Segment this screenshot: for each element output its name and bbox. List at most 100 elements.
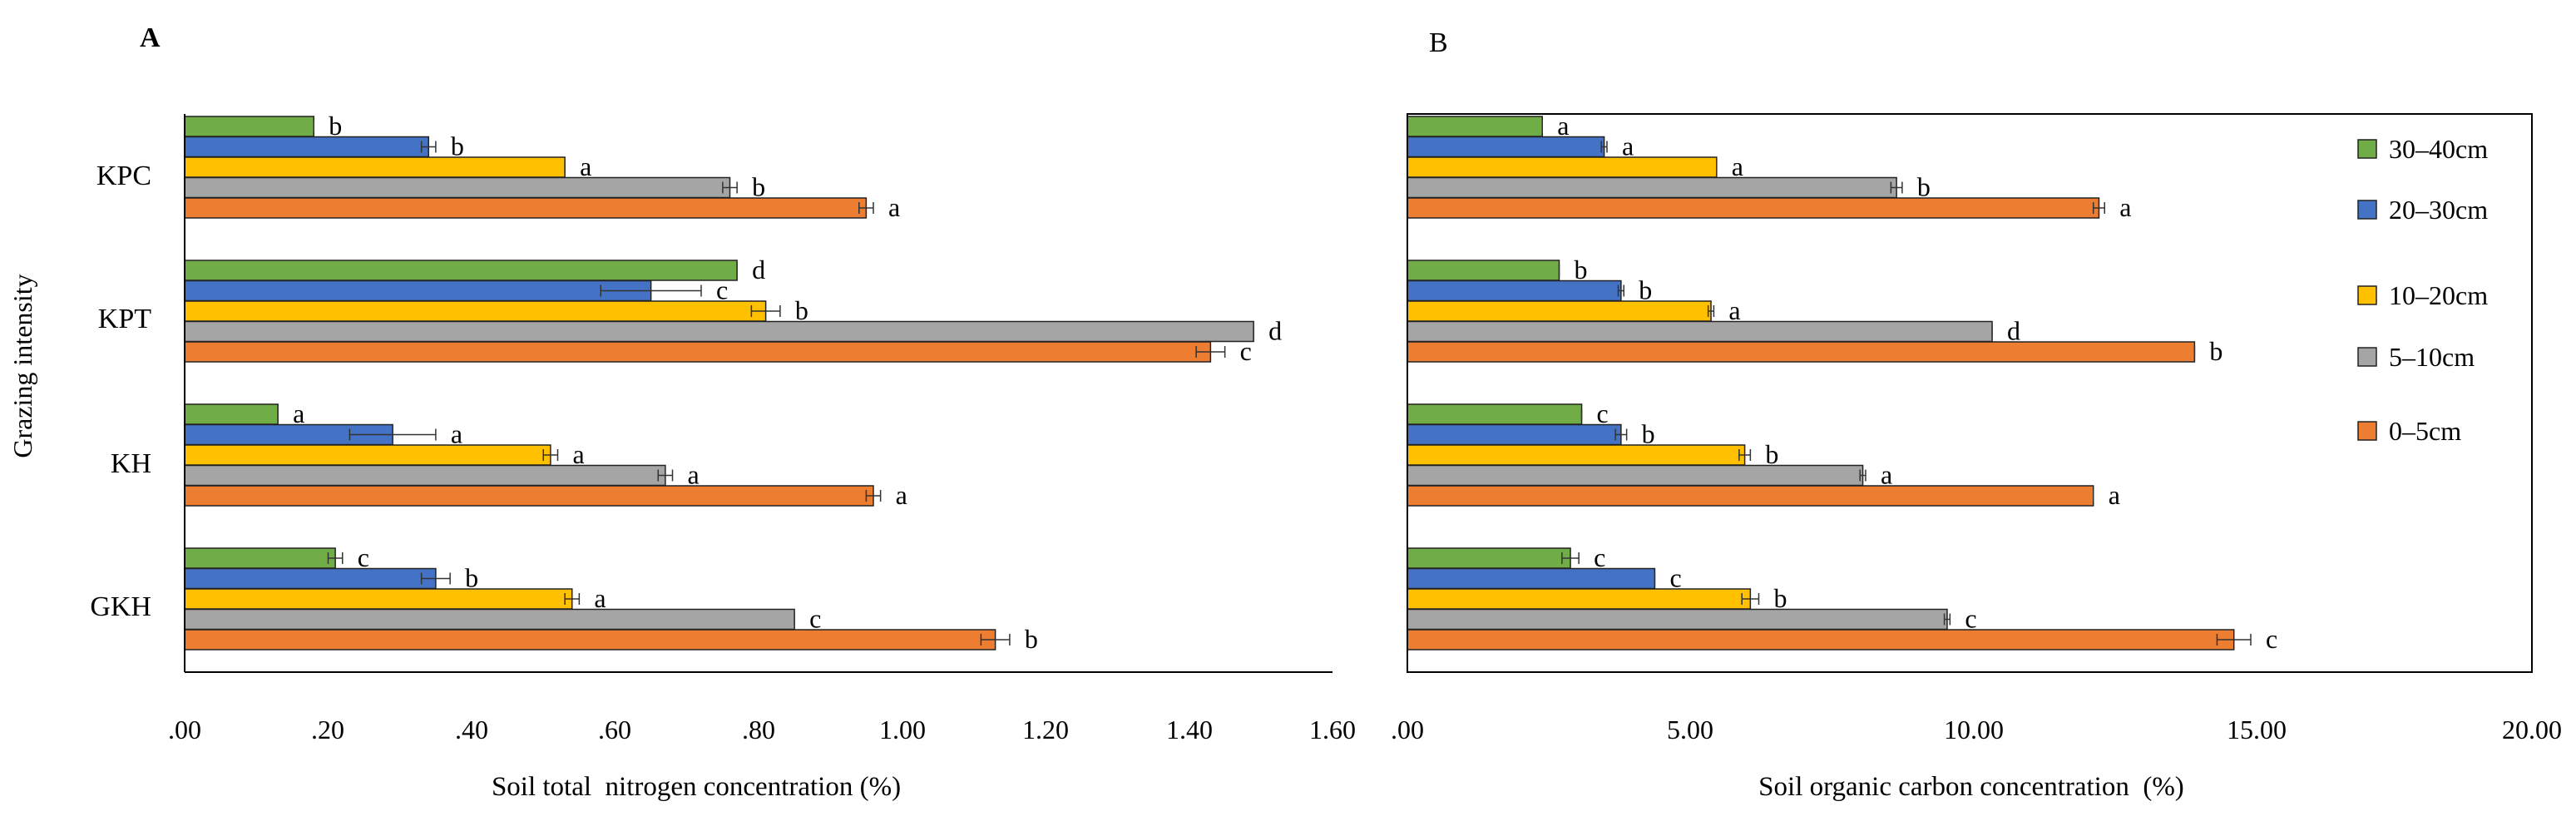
panel-b-significance-letter: a	[1881, 460, 1892, 490]
panel-a-bar	[184, 116, 314, 137]
panel-a-bar	[184, 176, 731, 199]
panel-a-significance-letter: c	[716, 275, 728, 305]
panel-b-error-bar	[1600, 141, 1608, 153]
panel-a-bar	[184, 629, 996, 650]
panel-a-tick-label: 1.60	[1309, 715, 1356, 744]
panel-a-bar	[184, 485, 874, 507]
legend-swatch-30-40	[2357, 139, 2377, 159]
panel-b-bar	[1407, 608, 1948, 631]
panel-b-significance-letter: d	[2007, 316, 2020, 346]
panel-b-significance-letter: a	[1728, 295, 1740, 325]
panel-a-bar	[184, 464, 666, 487]
panel-b-error-bar	[1707, 305, 1715, 317]
legend-label-10-20: 10–20cm	[2389, 280, 2488, 310]
panel-b-bar	[1407, 300, 1712, 322]
panel-a-significance-letter: b	[451, 131, 464, 161]
panel-a-bar	[184, 444, 551, 466]
panel-a-significance-letter: a	[594, 583, 606, 613]
panel-a-tick-label: .00	[168, 715, 201, 744]
panel-b-error-bar	[1943, 613, 1951, 626]
panel-a-error-bar	[420, 572, 451, 585]
panel-b-significance-letter: a	[1732, 151, 1743, 181]
panel-a-tick-label: 1.00	[879, 715, 926, 744]
panel-a-error-bar	[1195, 346, 1226, 358]
panel-b-bar	[1407, 197, 2100, 219]
panel-a-bar	[184, 403, 279, 425]
panel-b-bar	[1407, 444, 1746, 466]
panel-b-bar	[1407, 485, 2094, 507]
panel-b-significance-letter: a	[2119, 192, 2131, 222]
panel-a-significance-letter: a	[573, 439, 585, 469]
panel-b-error-bar	[1617, 284, 1625, 297]
panel-b-bar	[1407, 464, 1864, 487]
panel-b-frame	[1407, 113, 2533, 673]
panel-b-error-bar	[2216, 634, 2252, 646]
panel-a-significance-letter: a	[896, 480, 907, 510]
legend-swatch-20-30	[2357, 200, 2377, 220]
panel-a-significance-letter: a	[888, 192, 900, 222]
x-axis-title-a: Soil total nitrogen concentration (%)	[492, 772, 901, 802]
panel-a-bar	[184, 341, 1212, 363]
legend-swatch-5-10	[2357, 347, 2377, 367]
panel-a-error-bar	[750, 305, 781, 317]
panel-b-error-bar	[1614, 428, 1628, 441]
panel-b-significance-letter: c	[1669, 563, 1681, 593]
panel-b-significance-letter: b	[1917, 172, 1931, 202]
panel-b-significance-letter: b	[1642, 419, 1655, 449]
panel-a-error-bar	[420, 141, 437, 153]
panel-a-error-bar	[327, 552, 344, 564]
panel-b-significance-letter: a	[1622, 131, 1634, 161]
category-label-kpt: KPT	[98, 304, 151, 334]
panel-a-significance-letter: b	[1025, 624, 1038, 654]
panel-a-bar	[184, 547, 336, 569]
category-label-gkh: GKH	[90, 591, 151, 622]
legend-label-20-30: 20–30cm	[2389, 195, 2488, 225]
panel-b-label: B	[1429, 27, 1448, 58]
panel-a-significance-letter: b	[329, 111, 342, 141]
panel-b-tick-label: 20.00	[2502, 715, 2562, 744]
panel-b-bar	[1407, 320, 1993, 343]
panel-a-significance-letter: a	[580, 151, 591, 181]
panel-a-significance-letter: b	[465, 563, 478, 593]
panel-a-significance-letter: b	[795, 295, 808, 325]
panel-a-error-bar	[349, 428, 437, 441]
panel-b-bar	[1407, 547, 1571, 569]
panel-a-bar	[184, 197, 868, 219]
panel-a-significance-letter: c	[809, 604, 821, 634]
panel-b-bar	[1407, 260, 1560, 281]
panel-b-bar	[1407, 588, 1752, 610]
panel-b-error-bar	[1561, 552, 1580, 564]
panel-b-bar	[1407, 567, 1656, 590]
panel-b-error-bar	[1859, 469, 1866, 482]
panel-b-tick-label: .00	[1391, 715, 1424, 744]
panel-b-bar	[1407, 176, 1897, 199]
panel-b-significance-letter: b	[1774, 583, 1787, 613]
category-label-kh: KH	[111, 448, 151, 479]
panel-a-tick-label: .80	[742, 715, 775, 744]
panel-a-bar	[184, 320, 1254, 343]
panel-b-bar	[1407, 136, 1605, 158]
panel-a-error-bar	[600, 284, 702, 297]
panel-b-significance-letter: c	[2266, 624, 2277, 654]
panel-b-bar	[1407, 156, 1718, 178]
panel-a-error-bar	[564, 593, 581, 605]
panel-a-significance-letter: d	[752, 255, 765, 284]
panel-b-bar	[1407, 403, 1583, 425]
panel-a-bar	[184, 608, 795, 631]
panel-b-error-bar	[1738, 449, 1752, 461]
legend: 30–40cm 20–30cm 10–20cm 5–10cm 0–5cm	[2357, 134, 2488, 446]
panel-a-significance-letter: a	[688, 460, 700, 490]
panel-b-bars: a a a b a b b a d b c b b a a c c b c c	[1407, 111, 2277, 654]
panel-a-significance-letter: a	[293, 398, 304, 428]
panel-a-tick-label: .20	[311, 715, 344, 744]
panel-a-significance-letter: c	[358, 542, 369, 572]
panel-b-significance-letter: b	[1639, 275, 1652, 305]
panel-b-significance-letter: c	[1597, 398, 1609, 428]
panel-b-tick-label: 15.00	[2227, 715, 2287, 744]
panel-a-error-bar	[722, 181, 738, 194]
panel-a-tick-label: 1.40	[1166, 715, 1213, 744]
panel-a-bar	[184, 588, 573, 610]
panel-a-bar	[184, 300, 767, 322]
panel-a-error-bar	[865, 490, 882, 502]
